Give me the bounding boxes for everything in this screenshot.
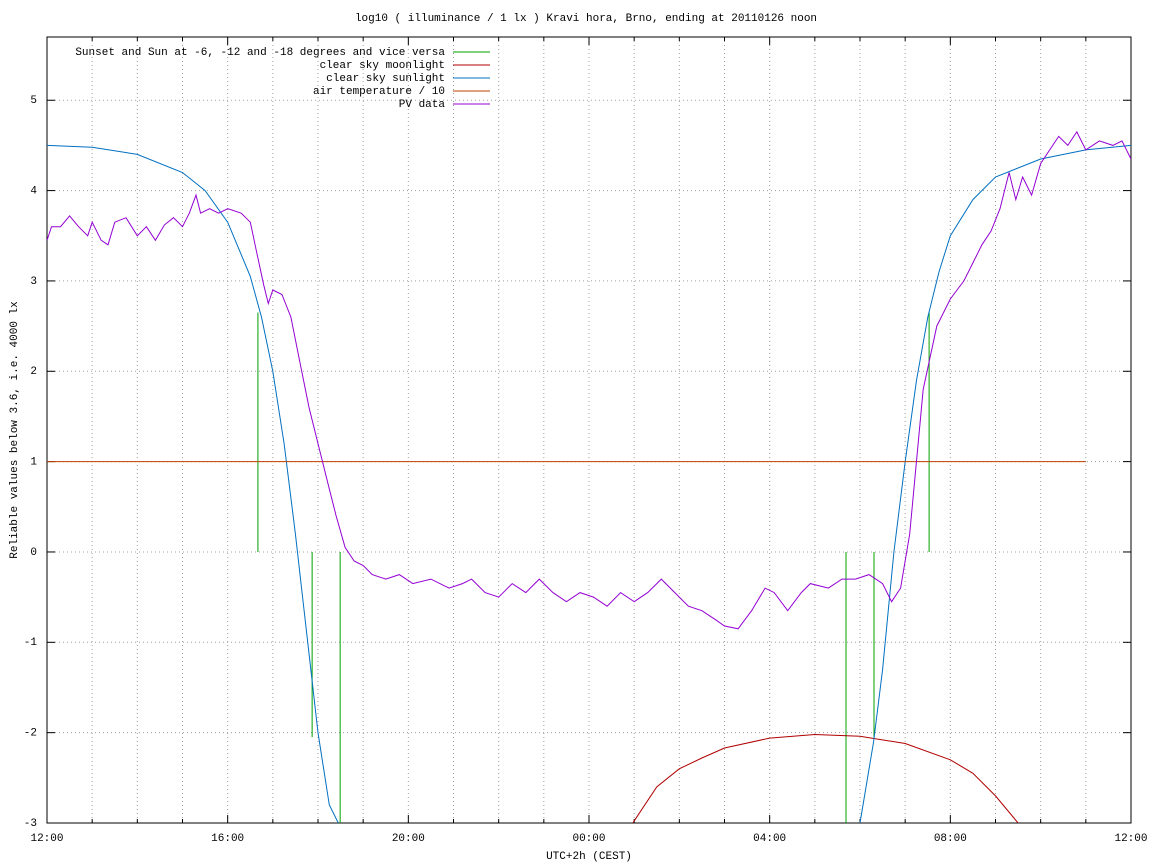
x-axis-label: UTC+2h (CEST) [546,851,632,863]
y-axis-label: Reliable values below 3.6, i.e. 4000 lx [9,301,21,559]
y-tick-label: -3 [24,818,37,830]
y-tick-label: 5 [30,95,37,107]
legend-label: PV data [399,99,446,111]
y-tick-label: 0 [30,547,37,559]
x-tick-label: 00:00 [572,833,605,845]
x-tick-label: 12:00 [30,833,63,845]
y-tick-label: 1 [30,457,37,469]
x-tick-label: 04:00 [753,833,786,845]
legend-label: clear sky sunlight [326,73,445,85]
y-tick-label: 3 [30,276,37,288]
plot-border [46,36,1132,824]
legend-label: clear sky moonlight [320,60,445,72]
x-tick-label: 16:00 [211,833,244,845]
series-line [632,733,1019,823]
x-tick-label: 20:00 [392,833,425,845]
y-tick-label: -2 [24,728,37,740]
legend-label: air temperature / 10 [313,86,445,98]
y-tick-label: 2 [30,366,37,378]
legend-label: Sunset and Sun at -6, -12 and -18 degree… [75,47,445,59]
series-line [47,130,1131,630]
series-line [47,144,1131,823]
y-tick-label: 4 [30,185,37,197]
x-tick-label: 08:00 [934,833,967,845]
x-tick-label: 12:00 [1114,833,1147,845]
y-tick-label: -1 [24,637,38,649]
chart-title: log10 ( illuminance / 1 lx ) Kravi hora,… [355,13,817,25]
